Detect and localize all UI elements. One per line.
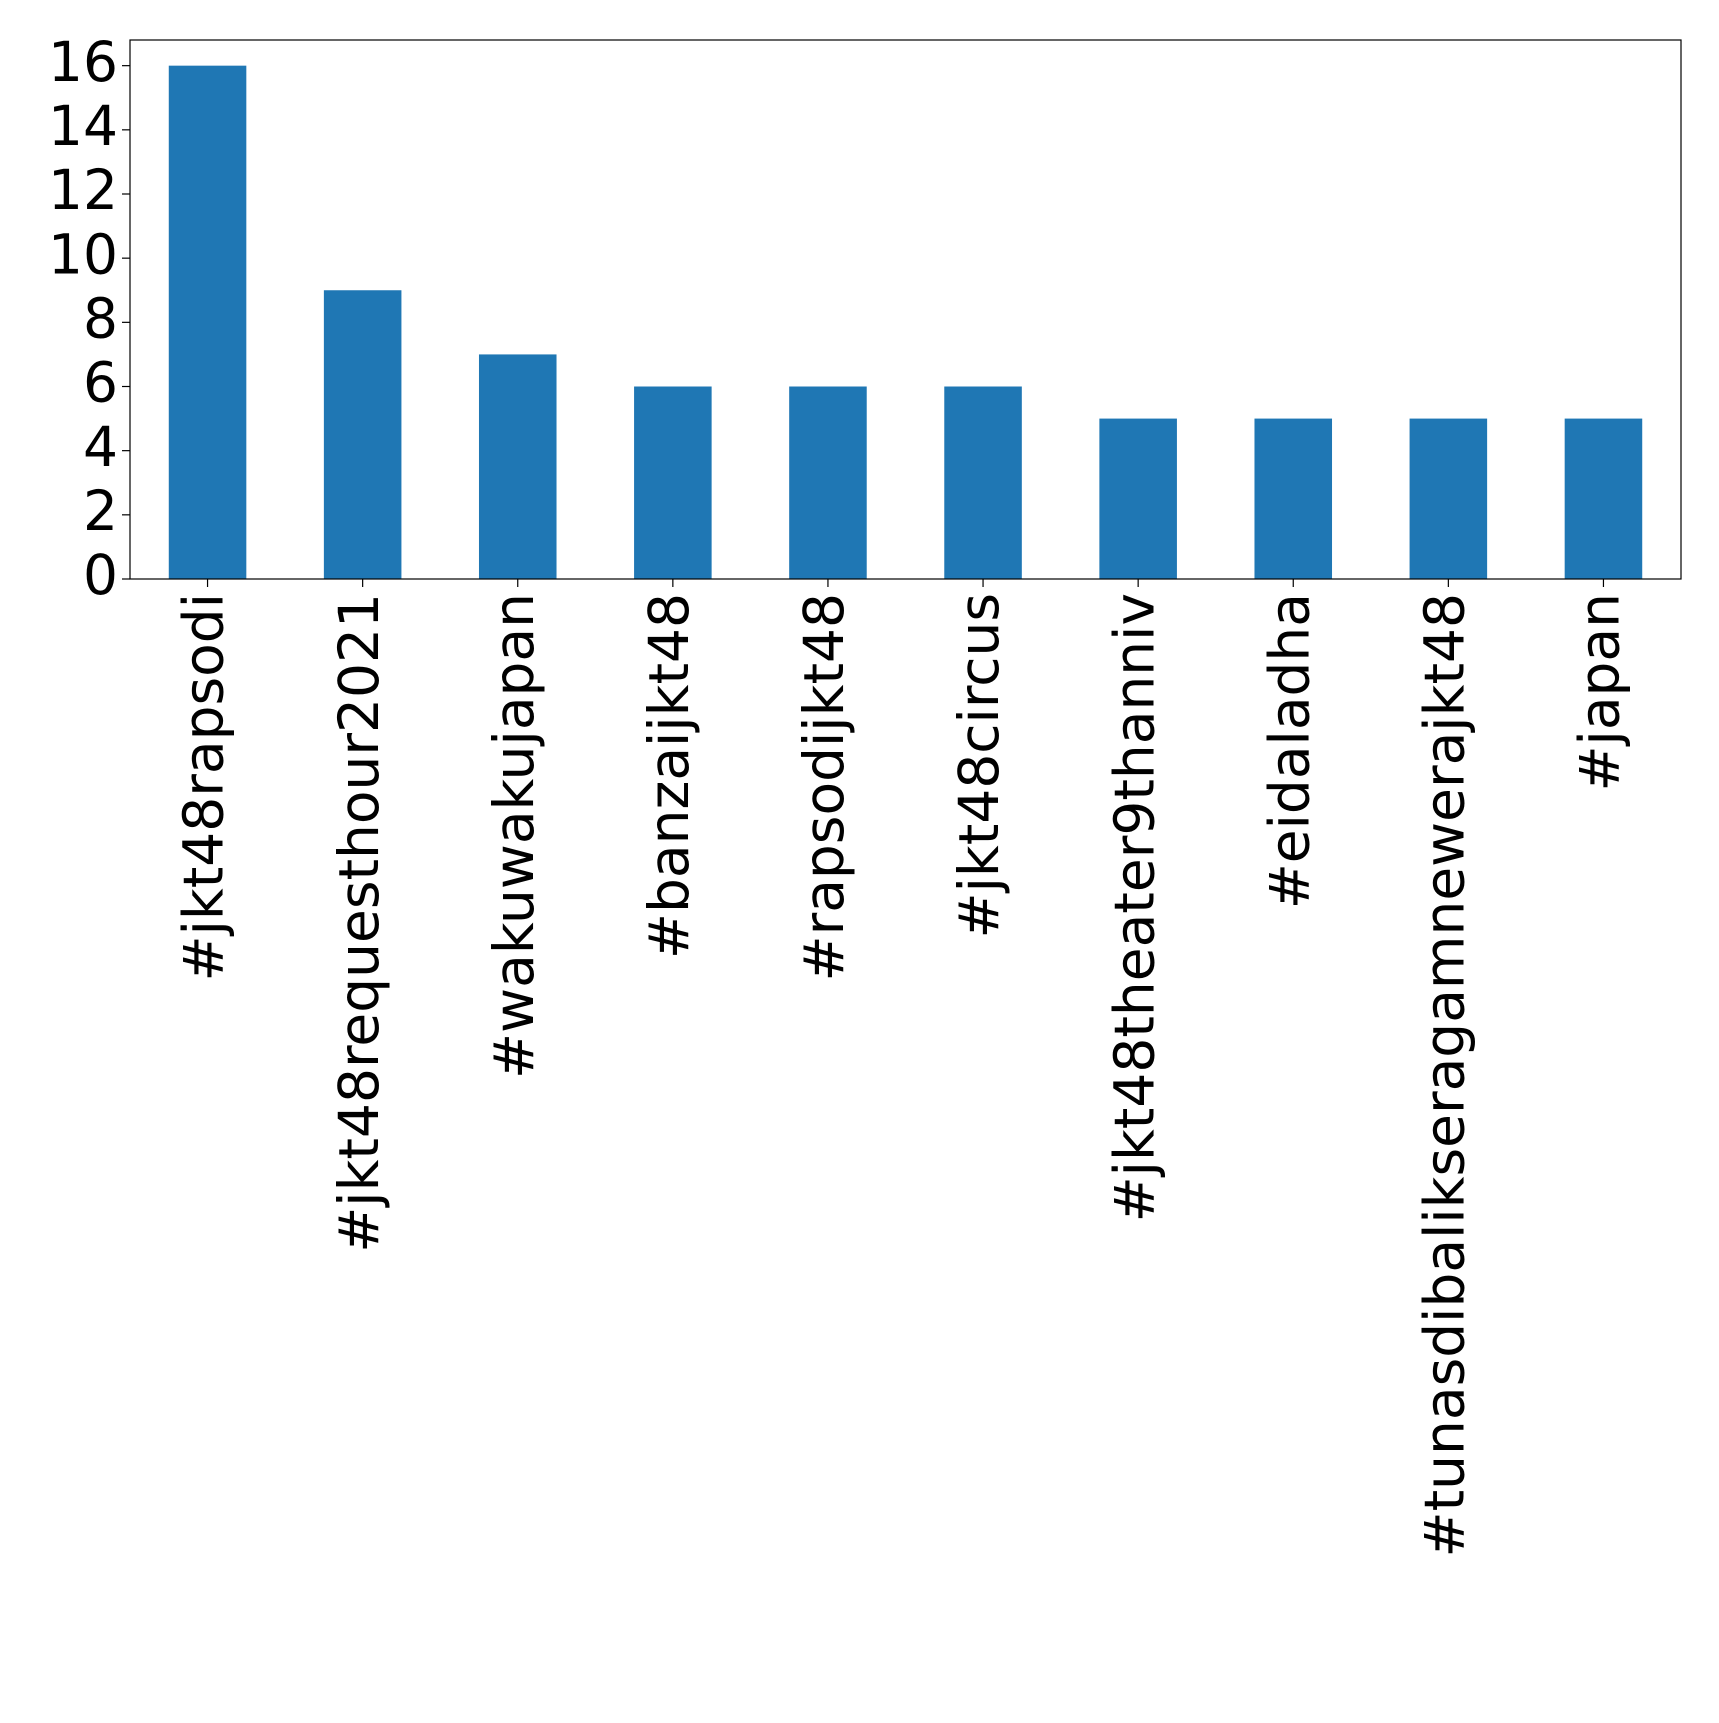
bar [1099, 418, 1177, 579]
x-tick-label: #jkt48rapsodi [172, 593, 236, 982]
x-tick-label: #wakuwakujapan [482, 593, 546, 1079]
y-tick-label: 12 [48, 158, 118, 222]
bar [478, 354, 557, 579]
x-tick-label: #tunasdibalikseragamnewerajkt48 [1412, 593, 1476, 1557]
y-tick-label: 6 [83, 351, 118, 415]
y-tick-label: 0 [83, 543, 118, 607]
plot-frame [129, 39, 1682, 580]
x-tick-label: #japan [1568, 593, 1632, 792]
x-tick-label: #jkt48theater9thanniv [1102, 593, 1166, 1222]
y-tick-label: 10 [48, 222, 118, 286]
bar [1564, 418, 1643, 579]
y-tick-label: 8 [83, 286, 118, 350]
y-tick-label: 4 [83, 415, 118, 479]
x-tick-label: #eidaladha [1257, 593, 1321, 909]
x-tick-label: #rapsodijkt48 [792, 593, 856, 982]
x-tick-label: #jkt48circus [947, 593, 1011, 938]
x-tick-label: #banzaijkt48 [637, 593, 701, 959]
y-tick-label: 16 [48, 30, 118, 94]
bar [168, 65, 247, 579]
bar [944, 386, 1022, 579]
bar [789, 386, 867, 579]
bar [634, 386, 712, 579]
y-tick-label: 14 [48, 94, 118, 158]
bar [1254, 418, 1333, 579]
y-tick-label: 2 [83, 479, 118, 543]
x-tick-label: #jkt48requesthour2021 [327, 593, 391, 1253]
bar [1409, 418, 1488, 579]
bar [323, 290, 402, 579]
